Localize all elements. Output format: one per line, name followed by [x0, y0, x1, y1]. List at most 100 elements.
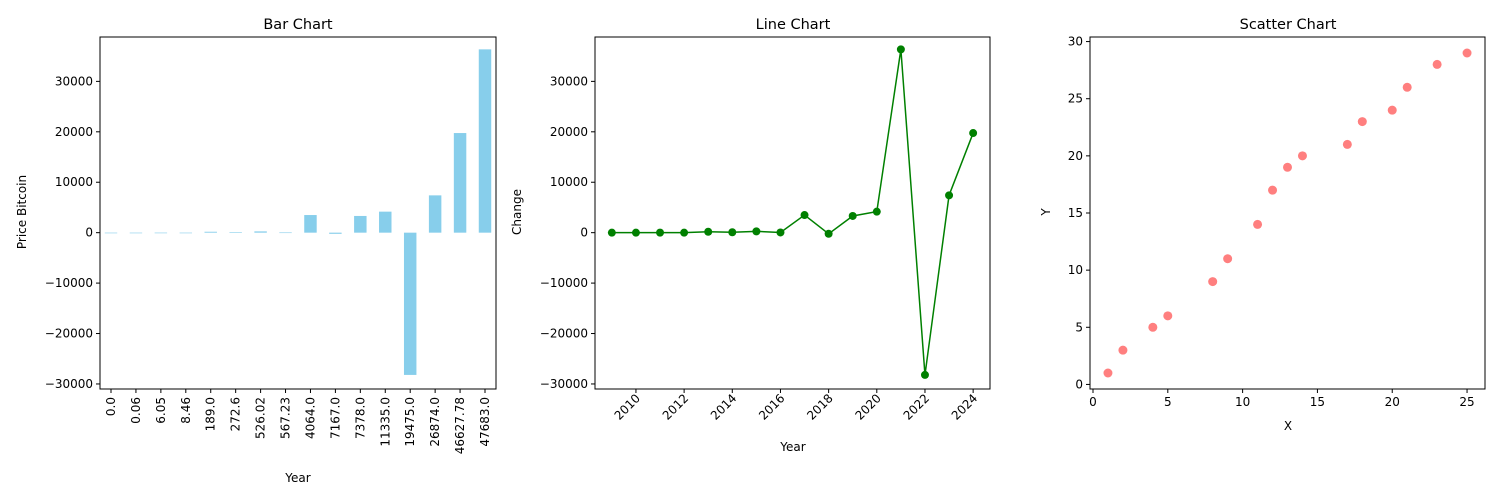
line-point [969, 129, 978, 138]
line-chart-frame [594, 36, 991, 390]
scatter-point [1297, 151, 1307, 161]
bar-chart-y-tick-label: 30000 [55, 74, 93, 88]
scatter-chart-y-tick-label: 0 [1075, 377, 1083, 391]
scatter-point [1402, 82, 1412, 92]
scatter-point [1223, 254, 1233, 264]
bar [478, 49, 492, 233]
bar-chart-x-tick-label: 0.0 [104, 397, 118, 416]
line-point [872, 207, 881, 216]
line-series [611, 49, 974, 376]
scatter-point [1342, 139, 1352, 149]
bar-chart-x-tick-label: 19475.0 [403, 397, 417, 447]
bar-chart-x-tick-label: 8.46 [179, 397, 193, 424]
bar-chart-title: Bar Chart [263, 17, 333, 33]
bar [154, 232, 168, 234]
bar-chart-x-tick-label: 526.02 [254, 397, 268, 439]
bar [453, 133, 467, 233]
bar-chart-panel: Bar Chart Year Price Bitcoin 0.0 0.06 6.05… [15, 17, 497, 485]
scatter-point [1148, 322, 1158, 332]
scatter-point [1432, 59, 1442, 69]
scatter-chart-frame [1089, 36, 1486, 390]
scatter-point [1462, 48, 1472, 58]
scatter-point [1387, 105, 1397, 115]
bar-chart-x-tick-label: 189.0 [204, 397, 218, 431]
bar-chart-y-tick-label: −20000 [45, 327, 93, 341]
bar-chart-x-tick-label: 4064.0 [303, 397, 317, 439]
scatter-point [1118, 345, 1128, 355]
scatter-point [1283, 162, 1292, 172]
bar-chart-x-tick-label: 47683.0 [478, 397, 492, 447]
scatter-chart-x-tick-label: 10 [1235, 395, 1250, 409]
scatter-chart-x-tick-label: 25 [1459, 395, 1474, 409]
line-point [656, 228, 665, 237]
bar-chart-y-tick-label: 10000 [55, 175, 93, 189]
bar-chart-x-tick-label: 7378.0 [353, 397, 367, 439]
scatter-point [1268, 185, 1278, 195]
bar [428, 195, 442, 233]
line-point [800, 211, 809, 220]
line-chart-y-tick-label: 0 [580, 226, 588, 240]
scatter-chart-x-tick-label: 20 [1385, 395, 1400, 409]
bar-chart-marks: 0.0 0.06 6.05 8.46 189.0 272.6 526.02 567.23 406… [45, 49, 492, 454]
line-chart-y-tick-label: −30000 [540, 377, 588, 391]
bar [129, 232, 143, 234]
bar [104, 232, 118, 234]
line-chart-y-tick-label: −20000 [540, 327, 588, 341]
bar [304, 215, 317, 233]
bar [229, 232, 242, 233]
line-point [920, 370, 929, 379]
line-point [607, 228, 616, 237]
line-chart-y-tick-label: 30000 [550, 74, 588, 88]
scatter-chart-y-tick-label: 25 [1068, 92, 1083, 106]
line-point [752, 227, 761, 236]
scatter-point [1163, 311, 1173, 321]
scatter-chart-y-axis-label: Y [1039, 208, 1053, 217]
scatter-point [1357, 117, 1367, 127]
line-point [896, 45, 905, 54]
bar [379, 211, 392, 233]
line-chart-title: Line Chart [756, 17, 831, 33]
line-point [848, 211, 857, 220]
line-point [728, 228, 737, 237]
scatter-chart-x-tick-label: 0 [1089, 395, 1097, 409]
bar [403, 232, 417, 375]
bar-chart-y-tick-label: 0 [85, 226, 93, 240]
bar-chart-x-tick-label: 11335.0 [378, 397, 392, 447]
bar-chart-x-tick-label: 26874.0 [428, 397, 442, 447]
bar [354, 215, 367, 233]
scatter-chart-marks: 0 5 10 15 20 25 0 5 10 15 20 25 30 [1068, 35, 1475, 409]
bar-chart-x-tick-label: 272.6 [229, 397, 243, 431]
line-point [631, 228, 640, 237]
line-chart-y-axis-label: Change [510, 189, 524, 235]
bar [254, 231, 267, 233]
scatter-chart-title: Scatter Chart [1240, 17, 1337, 33]
scatter-chart-y-tick-label: 5 [1075, 320, 1083, 334]
bar-chart-frame [99, 36, 497, 390]
bar [279, 232, 292, 234]
line-point [824, 229, 833, 238]
line-chart-y-tick-label: 20000 [550, 125, 588, 139]
line-chart-x-axis-label: Year [779, 440, 805, 454]
scatter-chart-panel: Scatter Chart X Y 0 5 10 15 20 25 0 5 10 15 20 25 30 [1039, 17, 1486, 433]
scatter-chart-y-tick-label: 30 [1068, 35, 1083, 49]
line-point [945, 191, 954, 200]
bar-chart-x-tick-label: 0.06 [129, 397, 143, 424]
bar-chart-x-axis-label: Year [284, 471, 310, 485]
line-point [680, 228, 689, 237]
bar-chart-x-tick-label: 7167.0 [328, 397, 342, 439]
scatter-chart-x-tick-label: 15 [1310, 395, 1325, 409]
bar-chart-y-tick-label: 20000 [55, 125, 93, 139]
line-chart-y-tick-label: −10000 [540, 276, 588, 290]
scatter-chart-y-tick-label: 10 [1068, 263, 1083, 277]
scatter-point [1208, 277, 1218, 287]
scatter-chart-y-tick-label: 15 [1068, 206, 1083, 220]
scatter-point [1253, 219, 1263, 229]
scatter-chart-x-axis-label: X [1284, 419, 1292, 433]
bar [329, 232, 342, 234]
bar-chart-x-tick-label: 46627.78 [453, 397, 467, 454]
bar-chart-y-tick-label: −30000 [45, 377, 93, 391]
scatter-chart-x-tick-label: 5 [1164, 395, 1172, 409]
scatter-point [1103, 368, 1113, 378]
line-point [776, 228, 785, 237]
